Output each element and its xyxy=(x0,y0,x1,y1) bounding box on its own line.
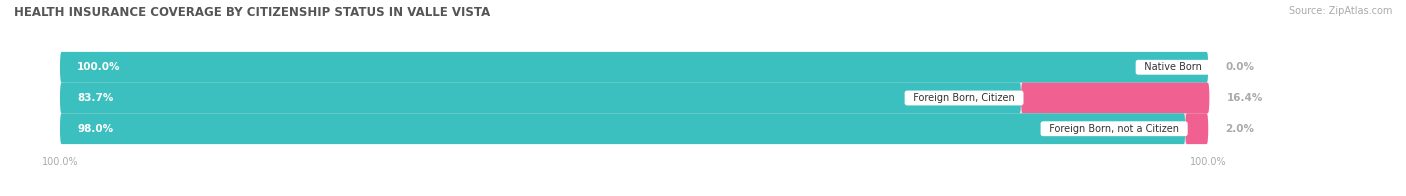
FancyBboxPatch shape xyxy=(60,113,1185,144)
Text: 16.4%: 16.4% xyxy=(1226,93,1263,103)
FancyBboxPatch shape xyxy=(60,52,1208,83)
Text: 2.0%: 2.0% xyxy=(1226,124,1254,134)
Text: 0.0%: 0.0% xyxy=(1226,62,1254,72)
FancyBboxPatch shape xyxy=(1185,113,1208,144)
FancyBboxPatch shape xyxy=(60,52,1208,83)
Text: Source: ZipAtlas.com: Source: ZipAtlas.com xyxy=(1288,6,1392,16)
Text: Foreign Born, Citizen: Foreign Born, Citizen xyxy=(907,93,1021,103)
Text: HEALTH INSURANCE COVERAGE BY CITIZENSHIP STATUS IN VALLE VISTA: HEALTH INSURANCE COVERAGE BY CITIZENSHIP… xyxy=(14,6,491,19)
Text: 100.0%: 100.0% xyxy=(77,62,121,72)
FancyBboxPatch shape xyxy=(1021,83,1209,113)
FancyBboxPatch shape xyxy=(60,113,1208,144)
Text: Native Born: Native Born xyxy=(1137,62,1208,72)
FancyBboxPatch shape xyxy=(60,83,1208,113)
FancyBboxPatch shape xyxy=(60,83,1021,113)
Text: 83.7%: 83.7% xyxy=(77,93,114,103)
Text: Foreign Born, not a Citizen: Foreign Born, not a Citizen xyxy=(1043,124,1185,134)
Text: 98.0%: 98.0% xyxy=(77,124,114,134)
